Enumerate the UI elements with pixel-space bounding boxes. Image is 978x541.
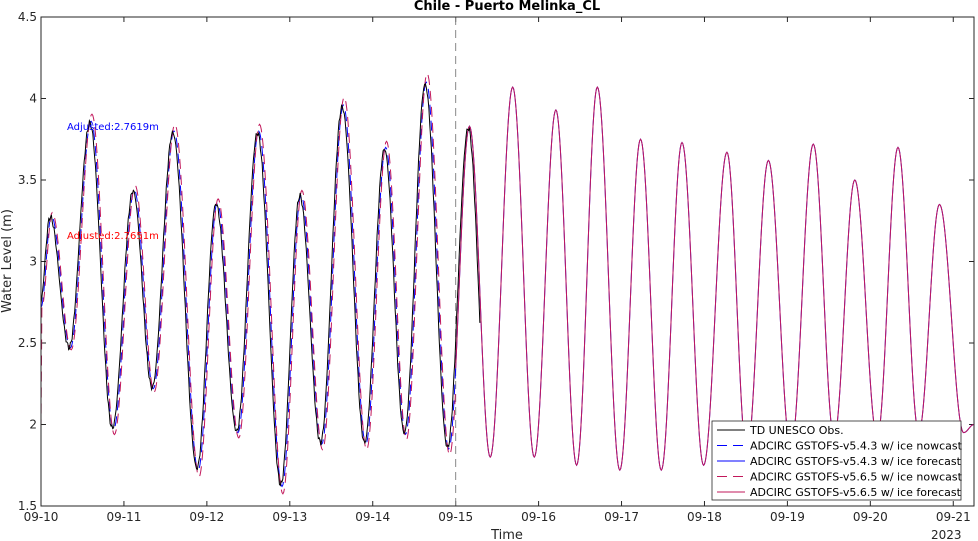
x-tick-label: 09-13 <box>272 510 307 524</box>
legend-box <box>711 420 962 501</box>
y-tick-label: 2 <box>29 418 37 432</box>
annotation-red: Adjusted:2.7651m <box>67 231 159 242</box>
annotation-blue: Adjusted:2.7619m <box>67 122 159 133</box>
legend-label: TD UNESCO Obs. <box>749 424 844 437</box>
x-tick-label: 09-17 <box>604 510 639 524</box>
x-tick-label: 09-21 <box>936 510 971 524</box>
y-tick-label: 2.5 <box>18 336 37 350</box>
series-line-v565-nowcast <box>40 72 457 495</box>
y-axis-title: Water Level (m) <box>0 209 15 313</box>
x-tick-label: 09-12 <box>189 510 224 524</box>
series-layer <box>40 72 975 495</box>
y-tick-label: 3 <box>29 255 37 269</box>
legend: TD UNESCO Obs. ADCIRC GSTOFS-v5.4.3 w/ ic… <box>711 420 963 501</box>
chart-title: Chile - Puerto Melinka_CL <box>414 0 600 14</box>
legend-label: ADCIRC GSTOFS-v5.4.3 w/ ice nowcast <box>750 440 963 453</box>
x-axis-year-label: 2023 <box>931 528 962 541</box>
y-tick-label: 1.5 <box>18 499 37 513</box>
x-tick-label: 09-11 <box>106 510 141 524</box>
x-tick-label: 09-10 <box>24 510 59 524</box>
legend-label: ADCIRC GSTOFS-v5.6.5 w/ ice forecast <box>750 486 962 499</box>
x-tick-label: 09-15 <box>438 510 473 524</box>
series-line-v565-forecast <box>455 86 975 472</box>
series-line-observed <box>40 83 481 487</box>
x-axis-title: Time <box>490 528 523 541</box>
axis-ticks: 1.5 2 2.5 3 3.5 4 4.5 09-10 09-11 09-12 09-13 09-14… <box>18 10 974 524</box>
y-tick-label: 4.5 <box>18 10 37 24</box>
y-tick-label: 3.5 <box>18 173 37 187</box>
legend-label: ADCIRC GSTOFS-v5.6.5 w/ ice nowcast <box>750 471 963 484</box>
x-tick-label: 09-14 <box>355 510 390 524</box>
x-tick-label: 09-18 <box>687 510 722 524</box>
x-tick-label: 09-20 <box>853 510 888 524</box>
series-line-v543-nowcast <box>40 81 457 488</box>
legend-label: ADCIRC GSTOFS-v5.4.3 w/ ice forecast <box>750 455 962 468</box>
plot-frame <box>40 16 975 507</box>
y-tick-label: 4 <box>29 92 37 106</box>
x-tick-label: 09-16 <box>521 510 556 524</box>
x-tick-label: 09-19 <box>770 510 805 524</box>
